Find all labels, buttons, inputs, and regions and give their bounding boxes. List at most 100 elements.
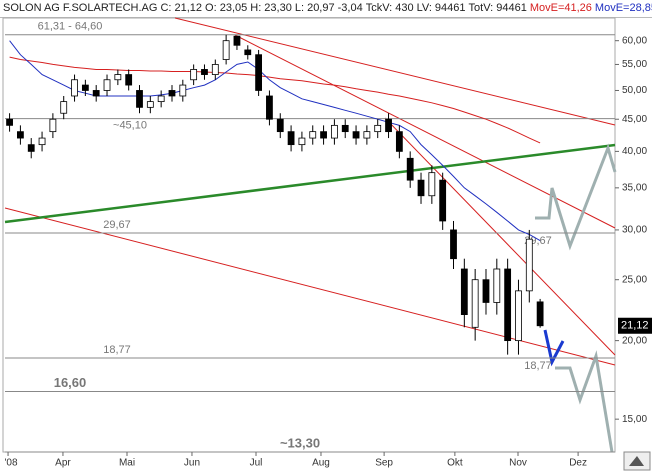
candle-body — [287, 131, 295, 146]
level-label: 61,31 - 64,60 — [38, 21, 103, 33]
candle-body — [428, 172, 436, 197]
header-item: C: 21,12 — [160, 2, 203, 14]
y-tick-label: 30,00 — [622, 225, 647, 236]
candle-body — [439, 179, 447, 222]
y-tick-label: 45,00 — [622, 114, 647, 125]
candle-body — [71, 79, 78, 97]
candle-body — [395, 131, 403, 152]
candle-body — [6, 118, 13, 126]
candle-body — [17, 131, 24, 139]
candle-body — [417, 179, 425, 197]
level-label: 18,77 — [524, 360, 552, 372]
candle-body — [385, 118, 392, 133]
level-label: 29,67 — [103, 219, 131, 231]
header-item: SOLON AG F.SOLARTECH.AG — [3, 2, 158, 14]
candle-body — [103, 79, 111, 91]
candle-body — [49, 118, 57, 133]
candle-body — [136, 90, 143, 108]
support-line — [4, 143, 616, 224]
y-tick-label: 40,00 — [622, 146, 647, 157]
y-tick-label: 50,00 — [622, 85, 647, 96]
candle-body — [374, 124, 382, 133]
header-item: MovE=28,85 — [594, 2, 652, 14]
header-item: L: 20,97 — [294, 2, 335, 14]
candle-body — [168, 90, 176, 97]
candle-body — [515, 290, 522, 342]
candle-body — [276, 118, 284, 133]
header-item: MovE=41,26 — [529, 2, 592, 14]
candle-body — [179, 84, 187, 97]
candle-body — [460, 268, 468, 316]
candle-body — [266, 95, 273, 120]
candle-body — [341, 124, 349, 133]
x-tick-label: Apr — [55, 458, 71, 469]
header-item: LV: 94461 — [416, 2, 466, 14]
candle-body — [222, 40, 230, 60]
candle-body — [92, 90, 100, 97]
candle-body — [38, 137, 46, 146]
candle-body — [309, 131, 317, 139]
level-label: 18,77 — [103, 344, 131, 356]
y-tick-label: 60,00 — [622, 35, 647, 46]
forecast-arrow — [543, 329, 565, 367]
y-tick-label: 35,00 — [622, 182, 647, 193]
x-tick-label: Aug — [312, 458, 330, 469]
level-label: 16,60 — [54, 375, 87, 390]
candle-body — [60, 101, 68, 114]
last-price-tag — [618, 317, 652, 334]
candle-body — [298, 137, 306, 146]
x-tick-label: Jul — [250, 458, 263, 469]
candle-body — [363, 131, 371, 139]
candle-body — [114, 74, 122, 81]
x-tick-label: Okt — [447, 458, 463, 469]
trend-line — [174, 17, 616, 126]
y-tick-label: 20,00 — [622, 335, 647, 346]
y-tick-label: 25,00 — [622, 274, 647, 285]
trend-line — [4, 207, 616, 366]
candle-body — [493, 268, 501, 303]
candle-body — [482, 279, 490, 303]
trend-line — [384, 117, 616, 356]
candle-body — [146, 101, 154, 108]
x-tick-label: Dez — [569, 458, 587, 469]
candle-body — [244, 49, 252, 56]
x-tick-label: Jun — [184, 458, 200, 469]
header-item: TckV: 430 — [365, 2, 414, 14]
candle-body — [27, 144, 35, 152]
level-label: ~45,10 — [113, 120, 147, 132]
last-price-label: 21,12 — [621, 320, 649, 332]
level-label: ~13,30 — [280, 435, 320, 450]
header-item: H: 23,30 — [250, 2, 292, 14]
candle-body — [255, 54, 263, 91]
candle-body — [320, 131, 327, 139]
y-tick-label: 15,00 — [622, 414, 647, 425]
candle-body — [330, 124, 338, 139]
header-item: O: 23,05 — [205, 2, 248, 14]
x-tick-label: '08 — [5, 458, 18, 469]
moving-average — [9, 56, 541, 144]
forecast-path — [555, 350, 614, 453]
candle-body — [233, 35, 241, 46]
y-tick-label: 55,00 — [622, 59, 647, 70]
candle-body — [190, 69, 198, 81]
trend-lines — [4, 17, 617, 453]
candle-body — [504, 268, 512, 342]
candle-body — [450, 229, 457, 260]
header: SOLON AG F.SOLARTECH.AG C: 21,12 O: 23,05 H… — [0, 0, 652, 18]
candle-body — [352, 131, 360, 139]
candle-body — [211, 64, 219, 75]
x-tick-label: Nov — [509, 458, 527, 469]
candle-body — [536, 301, 544, 327]
candle-body — [406, 157, 414, 181]
candle-body — [471, 279, 479, 328]
candle-body — [157, 95, 165, 103]
forecast-path — [535, 143, 617, 251]
candle-body — [525, 238, 533, 292]
x-tick-label: Mai — [119, 458, 135, 469]
header-item: -3,04 — [337, 2, 363, 14]
plot-border — [2, 17, 616, 453]
candle-body — [201, 69, 208, 75]
header-item: TotV: 94461 — [468, 2, 527, 14]
